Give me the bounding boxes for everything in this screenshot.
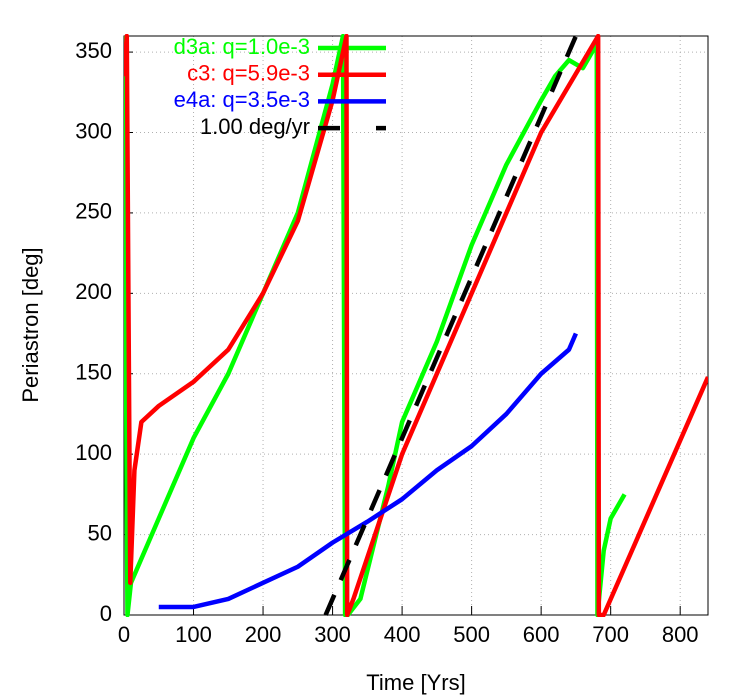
x-tick-label: 600: [523, 622, 560, 647]
y-tick-label: 300: [75, 118, 112, 143]
legend-label: c3: q=5.9e-3: [187, 61, 310, 86]
x-tick-label: 700: [592, 622, 629, 647]
y-tick-label: 150: [75, 360, 112, 385]
y-tick-label: 200: [75, 279, 112, 304]
x-tick-label: 100: [175, 622, 212, 647]
y-tick-label: 250: [75, 199, 112, 224]
series-line: [323, 35, 578, 616]
y-tick-label: 50: [88, 520, 112, 545]
x-tick-label: 200: [245, 622, 282, 647]
x-tick-label: 400: [384, 622, 421, 647]
legend-label: d3a: q=1.0e-3: [174, 34, 310, 59]
y-axis-label: Periastron [deg]: [18, 247, 43, 402]
y-tick-label: 100: [75, 440, 112, 465]
x-tick-label: 300: [314, 622, 351, 647]
series-line: [158, 332, 578, 610]
x-axis-label: Time [Yrs]: [366, 670, 465, 695]
legend-label: e4a: q=3.5e-3: [174, 87, 310, 112]
y-tick-label: 0: [100, 601, 112, 626]
x-tick-label: 800: [662, 622, 699, 647]
x-tick-label: 500: [453, 622, 490, 647]
legend-label: 1.00 deg/yr: [200, 114, 310, 139]
series-line: [124, 34, 627, 617]
x-tick-label: 0: [118, 622, 130, 647]
y-tick-label: 350: [75, 38, 112, 63]
